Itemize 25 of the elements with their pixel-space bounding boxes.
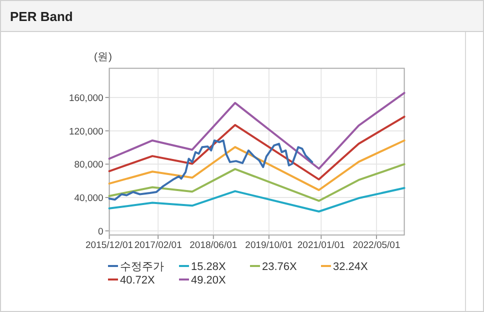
legend-label: 15.28X: [191, 261, 227, 273]
y-tick-label: 40,000: [74, 192, 104, 204]
line-series: [108, 186, 406, 212]
chart-title: PER Band: [10, 9, 73, 24]
x-tick-label: 2019/10/01: [245, 240, 293, 251]
y-tick-label: 120,000: [68, 126, 104, 138]
line-series: [108, 92, 406, 170]
line-series: [108, 139, 406, 192]
x-tick-label: 2017/02/01: [134, 240, 182, 251]
legend-label: 32.24X: [333, 261, 369, 273]
x-tick-label: 2015/12/01: [86, 240, 134, 251]
legend-label: 23.76X: [262, 261, 298, 273]
x-tick-label: 2018/06/01: [190, 240, 238, 251]
y-tick-label: 160,000: [68, 92, 104, 104]
line-series: [108, 163, 406, 202]
y-axis-title: (원): [94, 51, 112, 63]
x-tick-label: 2022/05/01: [352, 240, 400, 251]
legend-label: 수정주가: [120, 261, 164, 273]
x-tick-label: 2021/01/01: [297, 240, 345, 251]
line-series: [108, 139, 314, 201]
legend-label: 40.72X: [120, 274, 156, 286]
y-tick-label: 0: [98, 226, 104, 238]
y-tick-label: 80,000: [74, 160, 104, 171]
line-series: [108, 116, 406, 180]
legend-label: 49.20X: [191, 274, 227, 286]
